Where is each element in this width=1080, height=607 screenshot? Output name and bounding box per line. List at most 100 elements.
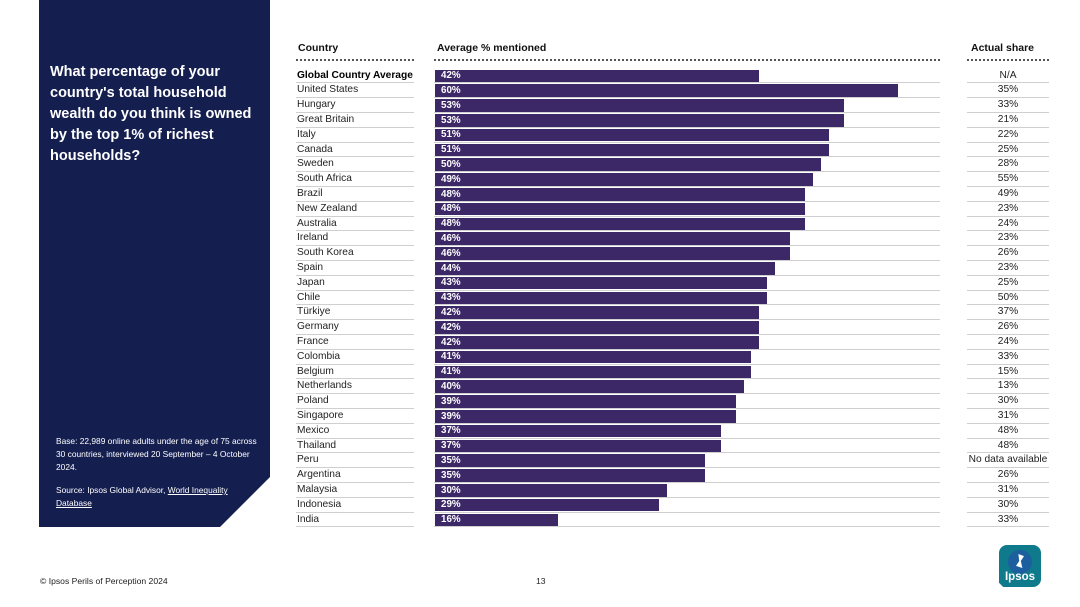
bar — [435, 498, 659, 512]
country-label: Brazil — [297, 188, 323, 199]
bar — [435, 69, 760, 83]
row-divider — [296, 304, 414, 306]
row-divider — [967, 378, 1049, 380]
row-divider — [434, 467, 940, 469]
header-average: Average % mentioned — [437, 42, 547, 54]
row-divider — [296, 111, 414, 113]
bar-value-label: 42% — [441, 321, 461, 333]
country-label: Canada — [297, 143, 333, 155]
row-divider — [434, 437, 940, 439]
table-row: Canada 51% 25% — [0, 143, 1080, 158]
source-link[interactable]: World Inequality Database — [56, 485, 228, 508]
actual-share-value: N/A — [999, 69, 1017, 81]
actual-share-value: 31% — [997, 410, 1019, 421]
row-divider — [434, 452, 940, 454]
bar — [435, 143, 829, 157]
actual-share-value: No data available — [968, 454, 1048, 466]
bar — [435, 513, 559, 527]
bar-value-label: 43% — [441, 277, 461, 289]
bar — [435, 128, 829, 142]
row-divider — [296, 230, 414, 232]
country-label: Mexico — [297, 424, 330, 436]
country-label: Italy — [297, 128, 316, 140]
row-divider — [296, 185, 414, 187]
bar-value-label: 41% — [441, 351, 461, 363]
footer-copyright: © Ipsos Perils of Perception 2024 — [40, 576, 168, 586]
table-row: Belgium 41% 15% — [0, 365, 1080, 380]
row-divider — [434, 274, 940, 276]
header-actual-share: Actual share — [971, 42, 1035, 54]
bar — [435, 350, 752, 364]
row-divider — [967, 437, 1049, 439]
row-divider — [967, 97, 1049, 99]
actual-share-value: 50% — [997, 291, 1019, 303]
bar-value-label: 40% — [441, 380, 461, 392]
actual-share-value: 23% — [997, 232, 1019, 244]
actual-share-value: 35% — [997, 84, 1019, 96]
row-divider — [967, 393, 1049, 395]
row-divider — [434, 259, 940, 261]
country-label: Spain — [297, 262, 324, 273]
row-divider — [434, 111, 940, 113]
actual-share-value: 26% — [997, 321, 1019, 333]
base-note: Base: 22,989 online adults under the age… — [56, 436, 257, 472]
table-row: Singapore 39% 31% — [0, 409, 1080, 424]
row-divider — [434, 141, 940, 143]
row-divider — [434, 126, 940, 128]
bar — [435, 395, 736, 408]
country-label: Peru — [297, 454, 319, 466]
row-divider — [296, 348, 414, 350]
table-row: India 16% 33% — [0, 513, 1080, 528]
row-divider — [434, 245, 940, 247]
bar — [435, 291, 767, 305]
bar — [435, 173, 814, 186]
bar-value-label: 51% — [441, 144, 461, 156]
bar — [435, 439, 721, 453]
header-country: Country — [298, 42, 339, 54]
page-number: 13 — [536, 576, 546, 586]
bar-value-label: 48% — [441, 188, 461, 200]
row-divider — [967, 289, 1049, 291]
row-divider — [967, 304, 1049, 306]
row-divider — [967, 230, 1049, 232]
table-row: Colombia 41% 33% — [0, 350, 1080, 365]
ipsos-logo: Ipsos — [999, 545, 1041, 587]
table-row: Spain 44% 23% — [0, 261, 1080, 276]
row-divider — [434, 319, 940, 321]
bar — [435, 217, 806, 231]
actual-share-value: 22% — [997, 128, 1019, 140]
country-label: South Korea — [297, 247, 354, 259]
bar — [435, 380, 744, 393]
row-divider — [967, 156, 1049, 158]
bar — [435, 202, 806, 216]
table-row: Chile 43% 50% — [0, 291, 1080, 306]
actual-share-value: 48% — [997, 439, 1019, 451]
country-label: Türkiye — [297, 306, 331, 318]
row-divider — [296, 511, 414, 513]
country-label: Singapore — [297, 410, 344, 421]
bar — [435, 232, 790, 245]
row-divider — [296, 97, 414, 99]
row-divider — [434, 348, 940, 350]
row-divider — [434, 378, 940, 380]
row-divider — [967, 407, 1049, 409]
actual-share-value: 25% — [997, 143, 1019, 155]
table-row: Peru 35% No data available — [0, 453, 1080, 469]
bar — [435, 247, 790, 260]
table-row: Indonesia 29% 30% — [0, 498, 1080, 513]
header-divider-actual — [967, 59, 1049, 61]
bar-value-label: 41% — [441, 366, 461, 378]
bar-value-label: 35% — [441, 454, 461, 466]
row-divider — [296, 393, 414, 395]
bar-value-label: 16% — [441, 514, 461, 526]
table-row: Japan 43% 25% — [0, 276, 1080, 291]
bar-value-label: 37% — [441, 440, 461, 452]
table-row: Netherlands 40% 13% — [0, 379, 1080, 395]
bar-value-label: 39% — [441, 395, 461, 407]
bar-value-label: 39% — [441, 410, 461, 422]
bar-value-label: 37% — [441, 425, 461, 437]
table-row: Ireland 46% 23% — [0, 231, 1080, 247]
bar — [435, 158, 821, 171]
table-row: Global Country Average 42% N/A — [0, 69, 1080, 84]
bar-value-label: 44% — [441, 262, 461, 274]
